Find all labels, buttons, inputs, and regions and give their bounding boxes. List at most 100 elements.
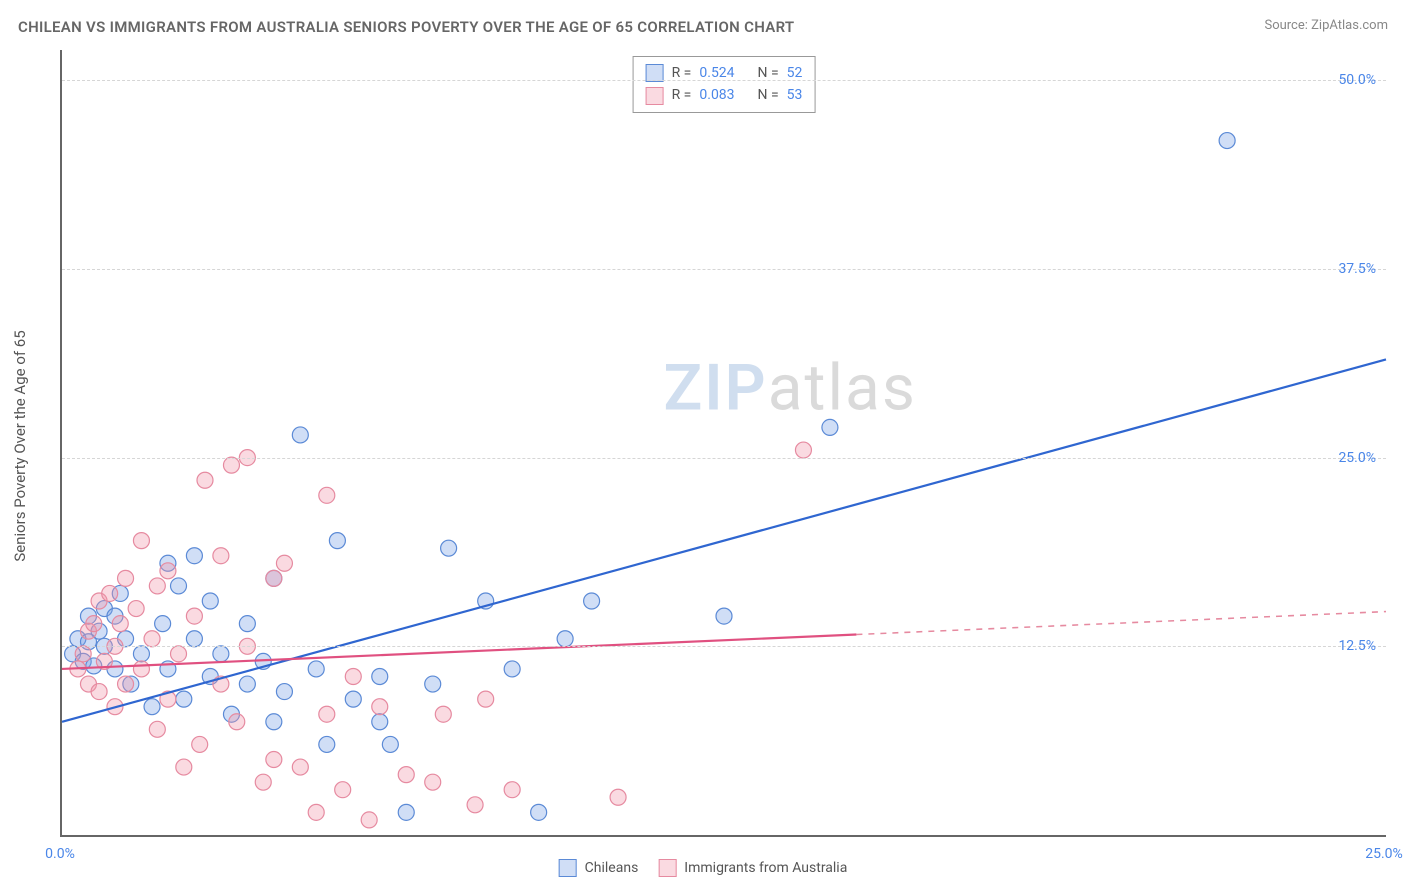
data-point — [118, 570, 134, 586]
data-point — [75, 646, 91, 662]
data-point — [255, 774, 271, 790]
y-tick-label: 25.0% — [1338, 450, 1376, 466]
data-point — [478, 691, 494, 707]
plot-svg — [62, 50, 1386, 835]
data-point — [171, 646, 187, 662]
data-point — [176, 691, 192, 707]
data-point — [112, 616, 128, 632]
data-point — [319, 736, 335, 752]
legend-row-immigrants: R = 0.083 N = 53 — [646, 84, 803, 106]
data-point — [319, 487, 335, 503]
data-point — [292, 427, 308, 443]
data-point — [382, 736, 398, 752]
trendline — [62, 359, 1386, 721]
data-point — [171, 578, 187, 594]
data-point — [610, 789, 626, 805]
data-point — [276, 684, 292, 700]
trendline-extrapolated — [856, 612, 1386, 635]
data-point — [1219, 133, 1235, 149]
data-point — [398, 804, 414, 820]
data-point — [186, 631, 202, 647]
gridline — [62, 269, 1386, 270]
swatch-immigrants — [658, 859, 676, 877]
data-point — [319, 706, 335, 722]
data-point — [308, 661, 324, 677]
chart-title: CHILEAN VS IMMIGRANTS FROM AUSTRALIA SEN… — [18, 18, 794, 36]
legend-item-chileans: Chileans — [559, 859, 639, 877]
data-point — [144, 631, 160, 647]
data-point — [223, 457, 239, 473]
data-point — [822, 419, 838, 435]
data-point — [435, 706, 451, 722]
legend-item-immigrants: Immigrants from Australia — [658, 859, 847, 877]
data-point — [335, 782, 351, 798]
data-point — [504, 661, 520, 677]
data-point — [91, 684, 107, 700]
data-point — [149, 578, 165, 594]
data-point — [441, 540, 457, 556]
source-attribution: Source: ZipAtlas.com — [1264, 18, 1388, 33]
data-point — [186, 548, 202, 564]
data-point — [133, 533, 149, 549]
data-point — [467, 797, 483, 813]
data-point — [716, 608, 732, 624]
data-point — [86, 616, 102, 632]
data-point — [329, 533, 345, 549]
data-point — [128, 601, 144, 617]
data-point — [425, 774, 441, 790]
gridline — [62, 458, 1386, 459]
data-point — [372, 699, 388, 715]
data-point — [372, 714, 388, 730]
x-tick-label: 0.0% — [45, 846, 75, 862]
plot-area: ZIPatlas R = 0.524 N = 52 R = 0.083 N = … — [60, 50, 1386, 837]
data-point — [795, 442, 811, 458]
data-point — [102, 585, 118, 601]
y-axis-label: Seniors Poverty Over the Age of 65 — [11, 330, 29, 561]
data-point — [213, 548, 229, 564]
y-tick-label: 37.5% — [1338, 261, 1376, 277]
y-tick-label: 50.0% — [1338, 72, 1376, 88]
swatch-immigrants — [646, 87, 664, 105]
legend-label: Chileans — [585, 860, 639, 876]
data-point — [239, 676, 255, 692]
data-point — [292, 759, 308, 775]
data-point — [155, 616, 171, 632]
data-point — [361, 812, 377, 828]
data-point — [266, 752, 282, 768]
legend-series-names: Chileans Immigrants from Australia — [559, 859, 848, 877]
data-point — [345, 691, 361, 707]
data-point — [531, 804, 547, 820]
data-point — [239, 616, 255, 632]
data-point — [176, 759, 192, 775]
data-point — [308, 804, 324, 820]
data-point — [229, 714, 245, 730]
data-point — [133, 646, 149, 662]
data-point — [557, 631, 573, 647]
data-point — [197, 472, 213, 488]
data-point — [133, 661, 149, 677]
data-point — [345, 668, 361, 684]
gridline — [62, 646, 1386, 647]
data-point — [266, 570, 282, 586]
data-point — [425, 676, 441, 692]
data-point — [192, 736, 208, 752]
data-point — [276, 555, 292, 571]
data-point — [398, 767, 414, 783]
data-point — [584, 593, 600, 609]
y-tick-label: 12.5% — [1338, 638, 1376, 654]
data-point — [266, 714, 282, 730]
data-point — [202, 593, 218, 609]
legend-correlation-stats: R = 0.524 N = 52 R = 0.083 N = 53 — [633, 56, 816, 113]
legend-label: Immigrants from Australia — [684, 860, 847, 876]
data-point — [144, 699, 160, 715]
correlation-chart: CHILEAN VS IMMIGRANTS FROM AUSTRALIA SEN… — [0, 0, 1406, 892]
data-point — [160, 563, 176, 579]
data-point — [372, 668, 388, 684]
gridline — [62, 80, 1386, 81]
data-point — [186, 608, 202, 624]
data-point — [118, 676, 134, 692]
x-tick-label: 25.0% — [1365, 846, 1403, 862]
data-point — [149, 721, 165, 737]
data-point — [213, 646, 229, 662]
swatch-chileans — [559, 859, 577, 877]
